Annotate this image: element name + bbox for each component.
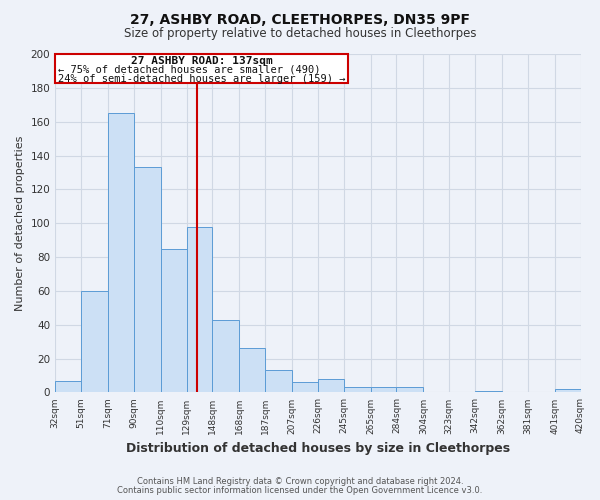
Text: Size of property relative to detached houses in Cleethorpes: Size of property relative to detached ho…	[124, 28, 476, 40]
Text: ← 75% of detached houses are smaller (490): ← 75% of detached houses are smaller (49…	[58, 65, 320, 75]
Bar	[108, 113, 134, 392]
Bar	[475, 390, 502, 392]
Bar	[55, 380, 81, 392]
Bar	[134, 168, 161, 392]
Text: Contains HM Land Registry data © Crown copyright and database right 2024.: Contains HM Land Registry data © Crown c…	[137, 477, 463, 486]
Bar	[81, 291, 108, 392]
FancyBboxPatch shape	[55, 54, 347, 83]
Bar	[239, 348, 265, 393]
Bar	[265, 370, 292, 392]
Bar	[318, 379, 344, 392]
Text: 27 ASHBY ROAD: 137sqm: 27 ASHBY ROAD: 137sqm	[131, 56, 272, 66]
Bar	[555, 389, 581, 392]
Bar	[212, 320, 239, 392]
Bar	[397, 388, 424, 392]
Bar	[161, 248, 187, 392]
Y-axis label: Number of detached properties: Number of detached properties	[15, 136, 25, 311]
Bar	[371, 388, 397, 392]
Bar	[344, 388, 371, 392]
X-axis label: Distribution of detached houses by size in Cleethorpes: Distribution of detached houses by size …	[126, 442, 510, 455]
Bar	[292, 382, 318, 392]
Text: Contains public sector information licensed under the Open Government Licence v3: Contains public sector information licen…	[118, 486, 482, 495]
Bar	[187, 226, 212, 392]
Text: 27, ASHBY ROAD, CLEETHORPES, DN35 9PF: 27, ASHBY ROAD, CLEETHORPES, DN35 9PF	[130, 12, 470, 26]
Text: 24% of semi-detached houses are larger (159) →: 24% of semi-detached houses are larger (…	[58, 74, 346, 84]
